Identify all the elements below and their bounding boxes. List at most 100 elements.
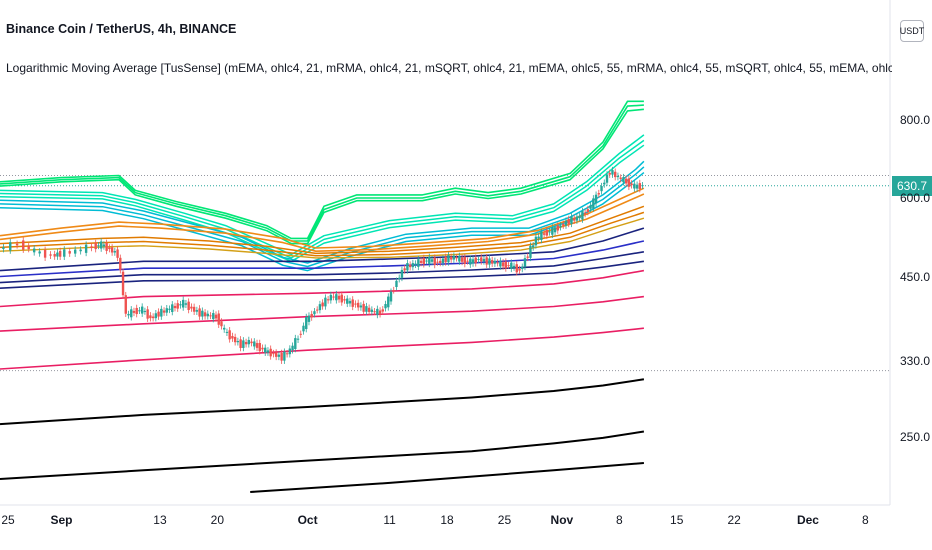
candle-body: [335, 294, 338, 301]
candle-body: [326, 299, 330, 301]
candle-body: [471, 259, 475, 264]
candle-body: [329, 294, 333, 301]
candle-body: [90, 246, 93, 248]
candle-body: [630, 183, 633, 186]
candle-body: [247, 339, 251, 345]
candle-body: [283, 351, 286, 361]
candle-body: [433, 257, 436, 265]
candle-body: [521, 266, 524, 269]
candle-body: [9, 242, 12, 251]
time-tick-label: 15: [670, 513, 684, 527]
candle-body: [121, 271, 125, 296]
candle-body: [616, 175, 620, 178]
ma-series-line-15: [0, 240, 645, 278]
candle-body: [365, 306, 368, 312]
candle-body: [255, 343, 259, 348]
candle-body: [600, 186, 603, 192]
candle-body: [572, 218, 576, 221]
ma-series-line-10: [0, 193, 645, 252]
candle-body: [504, 261, 508, 269]
candle-body: [173, 305, 177, 309]
candle-body: [84, 244, 88, 253]
candle-body: [310, 313, 313, 318]
price-tick-label: 250.0: [900, 429, 931, 444]
candle-body: [116, 249, 119, 258]
candle-body: [460, 257, 464, 262]
candle-body: [124, 295, 127, 314]
candle-body: [138, 310, 141, 312]
time-tick-label: Sep: [50, 513, 73, 527]
candle-body: [315, 309, 319, 311]
price-tick-label: 800.0: [900, 112, 931, 127]
candle-body: [157, 311, 160, 317]
candle-body: [545, 229, 549, 236]
indicator-legend[interactable]: Logarithmic Moving Average [TusSense] (m…: [6, 61, 892, 75]
candle-body: [419, 260, 423, 263]
candle-body: [206, 313, 210, 317]
time-tick-label: 22: [727, 513, 741, 527]
candle-body: [624, 178, 628, 184]
candle-body: [151, 316, 155, 319]
candle-body: [373, 311, 376, 313]
candle-body: [515, 264, 518, 273]
candle-body: [110, 247, 114, 253]
candle-body: [376, 308, 379, 315]
candle-body: [63, 249, 66, 257]
candle-body: [68, 251, 71, 254]
price-tick-label: 450.0: [900, 269, 931, 284]
ma-series-line-11: [0, 205, 645, 255]
candle-body: [266, 350, 270, 353]
candle-body: [250, 341, 253, 344]
candle-body: [15, 243, 19, 246]
candle-body: [198, 308, 201, 317]
time-tick-label: 8: [615, 513, 623, 527]
candle-body: [501, 262, 505, 267]
candle-body: [512, 265, 516, 268]
moving-average-bands: [0, 100, 645, 493]
candle-body: [242, 340, 245, 348]
candle-body: [231, 336, 234, 339]
candle-body: [551, 227, 554, 235]
candle-body: [354, 303, 357, 305]
candle-body: [611, 170, 614, 175]
price-candles: [2, 166, 644, 364]
candle-body: [38, 251, 41, 254]
candle-body: [217, 313, 220, 325]
candle-body: [638, 183, 642, 190]
candle-body: [485, 257, 488, 265]
candle-body: [209, 315, 212, 317]
candle-body: [332, 296, 335, 298]
candle-body: [165, 308, 168, 313]
ma-series-line-2: [0, 108, 644, 245]
candle-body: [605, 174, 609, 183]
time-tick-label: 18: [440, 513, 454, 527]
candle-body: [463, 256, 467, 265]
currency-button[interactable]: USDT: [900, 20, 924, 42]
candle-body: [337, 295, 341, 300]
candle-body: [430, 259, 434, 262]
current-price-tag: 630.7: [892, 175, 932, 196]
candle-body: [452, 255, 456, 260]
candle-body: [274, 352, 278, 357]
candle-body: [428, 256, 431, 264]
ma-series-line-3: [0, 134, 645, 256]
candle-body: [562, 223, 565, 226]
candle-body: [192, 306, 196, 312]
ma-series-line-12: [0, 211, 645, 257]
candle-body: [564, 220, 568, 226]
candle-body: [140, 306, 144, 314]
price-tick-label: 330.0: [900, 354, 931, 369]
candle-body: [264, 347, 267, 353]
candle-body: [233, 336, 237, 343]
candle-body: [307, 315, 311, 322]
candle-body: [458, 255, 461, 262]
candle-body: [272, 353, 275, 355]
ma-series-line-22: [0, 430, 645, 480]
candle-body: [343, 299, 346, 301]
time-tick-label: 25: [1, 513, 15, 527]
candle-body: [324, 297, 327, 307]
ma-series-line-5: [0, 144, 645, 263]
candle-body: [181, 299, 185, 308]
candle-body: [641, 185, 644, 187]
